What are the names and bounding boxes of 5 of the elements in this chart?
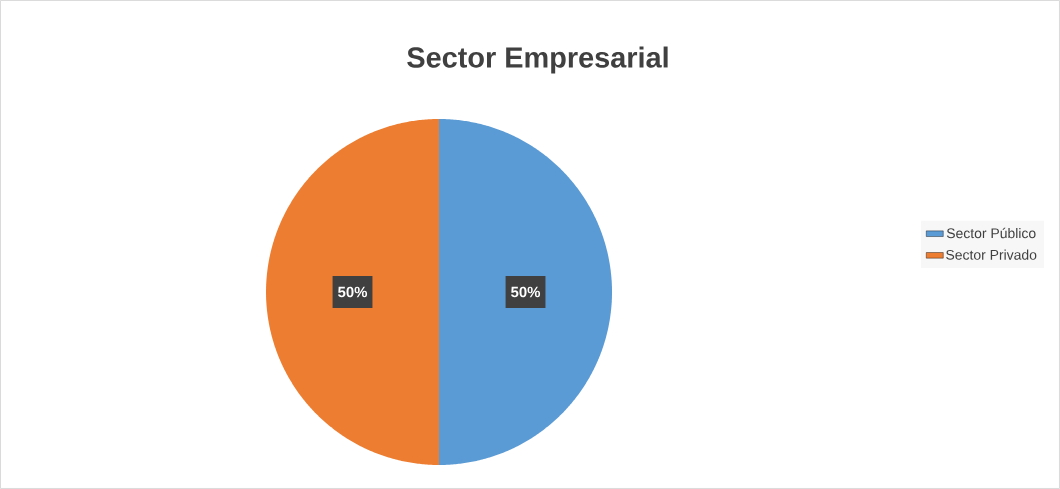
legend-label: Sector Público	[946, 227, 1036, 239]
data-label: 50%	[511, 286, 541, 298]
legend-label: Sector Privado	[946, 249, 1037, 260]
data-label: 50%	[338, 286, 368, 298]
chart-title: Sector Empresarial	[407, 46, 668, 74]
